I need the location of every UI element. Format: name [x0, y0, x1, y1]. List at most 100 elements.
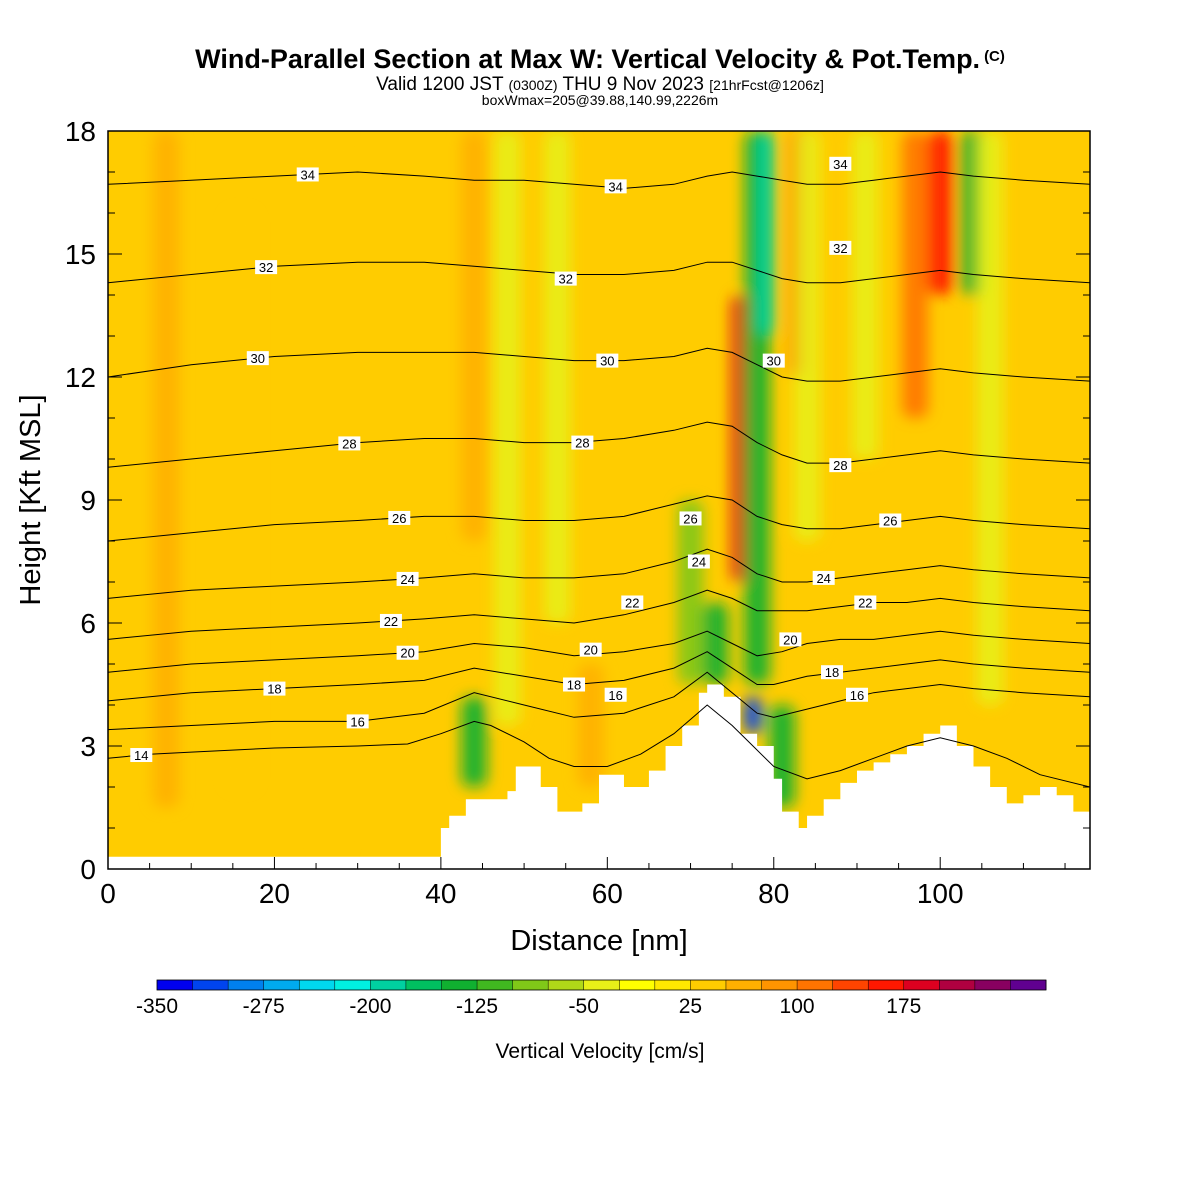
- contour-label: 14: [134, 748, 148, 763]
- colorbar-swatch: [903, 980, 940, 990]
- theta-contour-line: [108, 671, 1090, 731]
- y-axis-label: Height [Kft MSL]: [15, 394, 47, 605]
- colorbar-swatch: [832, 980, 869, 990]
- contour-label: 24: [400, 572, 414, 587]
- plot-area: 14 16 16 16 18 18 18 20 20 20 22 22 22 24 24 24 26 26 26 28…: [108, 131, 1090, 869]
- contour-label: 26: [883, 514, 897, 529]
- contour-label-bg: [263, 681, 286, 696]
- valid-time: Valid 1200 JST: [376, 74, 504, 95]
- contour-label: 34: [608, 179, 622, 194]
- colorbar-swatch: [868, 980, 905, 990]
- contour-label: 18: [825, 665, 839, 680]
- contour-label: 22: [858, 596, 872, 611]
- contour-label: 32: [259, 260, 273, 275]
- colorbar-tick-label: -275: [243, 995, 285, 1018]
- colorbar-swatch: [263, 980, 300, 990]
- contour-label: 16: [608, 688, 622, 703]
- velocity-feature: [494, 131, 521, 726]
- colorbar-swatch: [974, 980, 1011, 990]
- contour-label-bg: [829, 240, 852, 255]
- colorbar-swatch: [512, 980, 549, 990]
- terrain: [108, 684, 1090, 869]
- theta-contour-line: [108, 171, 1090, 189]
- chart-title-text: Wind-Parallel Section at Max W: Vertical…: [195, 44, 981, 74]
- colorbar-tick-label: -350: [136, 995, 178, 1018]
- theta-contour-line: [108, 651, 1090, 702]
- contour-label: 34: [300, 167, 314, 182]
- colorbar-swatch: [477, 980, 514, 990]
- velocity-feature: [228, 213, 255, 787]
- contour-label-bg: [879, 513, 902, 528]
- contour-label: 18: [267, 682, 281, 697]
- contour-label: 26: [683, 511, 697, 526]
- contour-label-bg: [687, 554, 710, 569]
- colorbar-swatch: [725, 980, 763, 990]
- theta-contour-line: [108, 347, 1090, 382]
- contour-label-bg: [812, 570, 835, 585]
- y-tick-label: 18: [65, 116, 96, 147]
- velocity-feature: [794, 131, 821, 541]
- colorbar-tick-label: 100: [780, 995, 815, 1018]
- contour-label-bg: [679, 511, 702, 526]
- theta-contour-line: [108, 548, 1090, 599]
- terrain-fill: [108, 684, 1090, 869]
- contour-label-bg: [604, 179, 627, 194]
- contour-label: 20: [783, 632, 797, 647]
- theta-contour-line: [108, 421, 1090, 468]
- y-axis: 0 3 6 9 12 15 18: [65, 116, 1090, 885]
- contour-label: 16: [850, 688, 864, 703]
- y-tick-label: 6: [80, 608, 96, 639]
- contour-label-bg: [246, 351, 269, 366]
- contour-label: 20: [400, 646, 414, 661]
- contour-label-bg: [379, 613, 402, 628]
- colorbar-swatch: [939, 980, 976, 990]
- valid-time-utc: (0300Z): [508, 77, 558, 93]
- contour-label: 18: [567, 678, 581, 693]
- velocity-feature: [702, 602, 729, 685]
- colorbar-swatch: [405, 980, 442, 990]
- contour-label: 28: [342, 436, 356, 451]
- velocity-feature: [319, 131, 346, 857]
- velocity-feature: [461, 696, 488, 787]
- y-tick-label: 15: [65, 239, 96, 270]
- contour-label: 34: [833, 157, 847, 172]
- contour-label: 28: [833, 458, 847, 473]
- contour-label: 24: [816, 571, 830, 586]
- contour-label-bg: [255, 260, 278, 275]
- velocity-feature: [153, 131, 180, 808]
- colorbar-swatch: [370, 980, 407, 990]
- theta-contour-line: [108, 704, 1090, 788]
- contour-label: 20: [583, 643, 597, 658]
- x-tick-label: 0: [100, 878, 116, 909]
- y-tick-label: 0: [80, 854, 96, 885]
- colorbar-tick-label: -125: [456, 995, 498, 1018]
- contour-label: 26: [392, 511, 406, 526]
- colorbar-swatch: [192, 980, 229, 990]
- velocity-feature: [743, 696, 762, 734]
- contour-label-bg: [396, 571, 419, 586]
- x-axis: 0 20 40 60 80 100: [100, 857, 1066, 909]
- colorbar: -350 -275 -200 -125 -50 25 100 175: [136, 979, 1047, 1018]
- contour-label-bg: [579, 642, 602, 657]
- chart-title: Wind-Parallel Section at Max W: Vertical…: [0, 44, 1200, 75]
- contour-label-bg: [563, 677, 586, 692]
- contour-label: 22: [625, 596, 639, 611]
- contour-label-bg: [621, 595, 644, 610]
- contour-label: 28: [575, 436, 589, 451]
- contour-label-bg: [821, 665, 844, 680]
- velocity-feature: [461, 131, 488, 541]
- contour-label-bg: [296, 167, 319, 182]
- contour-label: 24: [692, 555, 706, 570]
- contour-label-bg: [762, 353, 785, 368]
- colorbar-tick-label: -50: [569, 995, 599, 1018]
- contour-label-bg: [829, 156, 852, 171]
- colorbar-swatch: [441, 980, 478, 990]
- x-tick-label: 20: [259, 878, 290, 909]
- colorbar-swatch: [1010, 980, 1047, 990]
- contour-label-bg: [388, 510, 411, 525]
- x-tick-label: 60: [592, 878, 623, 909]
- contour-label: 30: [600, 354, 614, 369]
- contour-label-bg: [554, 271, 577, 286]
- colorbar-swatch: [654, 980, 691, 990]
